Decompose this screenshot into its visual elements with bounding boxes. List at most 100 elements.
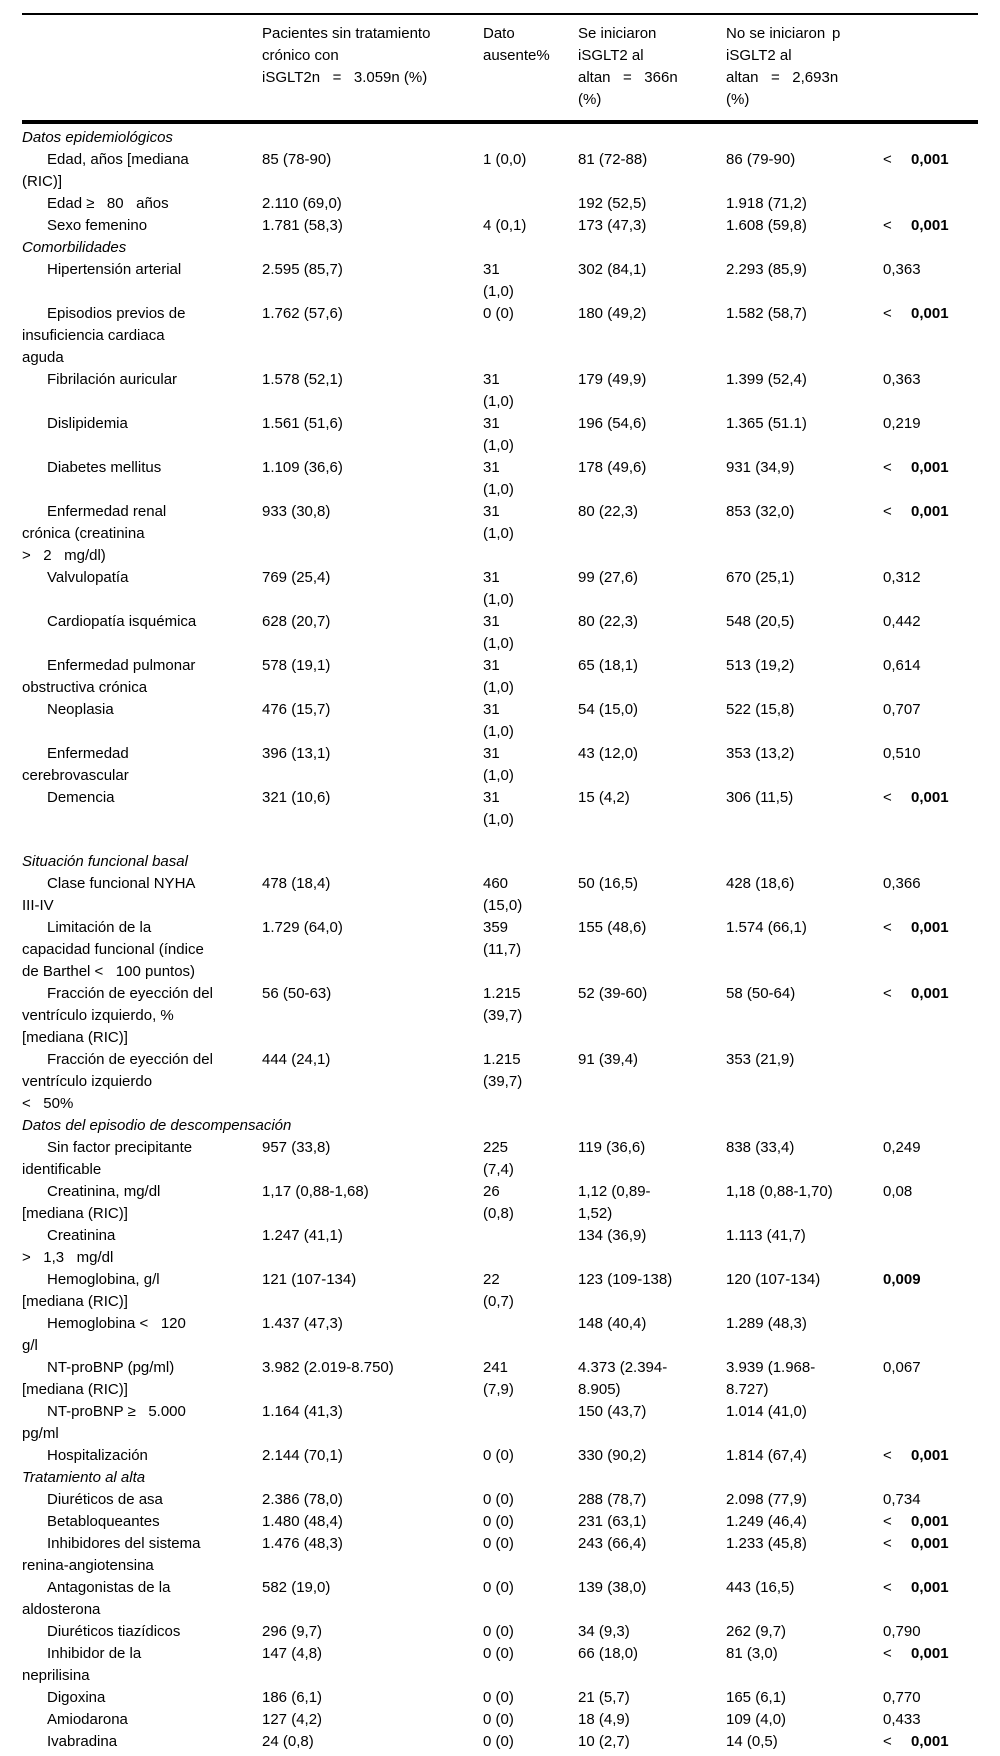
cell-initiated: 134 (36,9): [578, 1227, 647, 1244]
cell-initiated: 66 (18,0): [578, 1645, 639, 1662]
row-label: Dislipidemia: [47, 415, 128, 432]
cell-no-chronic: 296 (9,7): [262, 1623, 323, 1640]
header-initiated-isglt2: Se iniciaron iSGLT2 al altan = 366n (%): [578, 25, 678, 108]
p-less-than-sign: <: [883, 919, 892, 936]
table-row: Hospitalización 2.144 (70,1) 0 (0) 330 (90,…: [22, 1445, 978, 1467]
cell-p-value: 0,734: [832, 1489, 978, 1511]
cell-no-chronic: 578 (19,1): [262, 657, 331, 674]
row-label: Betabloqueantes: [47, 1513, 160, 1530]
cell-no-chronic: 933 (30,8): [262, 503, 331, 520]
p-number: 0,001: [911, 1579, 949, 1596]
table-row: Antagonistas de la aldosterona 582 (19,0)…: [22, 1577, 978, 1621]
table-row: Limitación de la capacidad funcional (ín…: [22, 917, 978, 983]
row-label: Diuréticos de asa: [47, 1491, 163, 1508]
cell-p-value: [832, 1401, 978, 1445]
cell-initiated: 52 (39-60): [578, 985, 648, 1002]
cell-initiated: 196 (54,6): [578, 415, 647, 432]
table-row: Amiodarona 127 (4,2) 0 (0) 18 (4,9) 109 (4,0…: [22, 1709, 978, 1731]
header-missing-data: Dato ausente%: [483, 25, 550, 64]
table-row: Hemoglobina < 120 g/l 1.437 (47,3) 148 (40…: [22, 1313, 978, 1357]
cell-p-value: 0,366: [832, 873, 978, 917]
p-number: 0,08: [883, 1183, 913, 1200]
table-row: Betabloqueantes 1.480 (48,4) 0 (0) 231 (63,…: [22, 1511, 978, 1533]
cell-initiated: 150 (43,7): [578, 1403, 647, 1420]
cell-no-chronic: 769 (25,4): [262, 569, 331, 586]
cell-not-initiated: 1.113 (41,7): [726, 1227, 806, 1244]
cell-missing: 31 (1,0): [483, 503, 514, 542]
table-header: Pacientes sin tratamiento crónico con iS…: [22, 15, 978, 124]
cell-missing: 0 (0): [483, 1645, 514, 1662]
cell-p-value: <0,001: [832, 1511, 978, 1533]
cell-not-initiated: 2.098 (77,9): [726, 1491, 807, 1508]
cell-p-value: 0,312: [832, 567, 978, 611]
cell-not-initiated: 165 (6,1): [726, 1689, 787, 1706]
table-row: Digoxina 186 (6,1) 0 (0) 21 (5,7) 165 (6,1) 0…: [22, 1687, 978, 1709]
cell-not-initiated: 1.814 (67,4): [726, 1447, 807, 1464]
cell-initiated: 4.373 (2.394- 8.905): [578, 1359, 668, 1398]
cell-not-initiated: 120 (107-134): [726, 1271, 821, 1288]
cell-no-chronic: 24 (0,8): [262, 1733, 314, 1750]
p-number: 0,614: [883, 657, 921, 674]
cell-not-initiated: 1.574 (66,1): [726, 919, 807, 936]
cell-initiated: 15 (4,2): [578, 789, 630, 806]
cell-not-initiated: 109 (4,0): [726, 1711, 787, 1728]
cell-not-initiated: 353 (21,9): [726, 1051, 795, 1068]
cell-not-initiated: 86 (79-90): [726, 151, 796, 168]
cell-missing: 0 (0): [483, 1689, 514, 1706]
cell-not-initiated: 81 (3,0): [726, 1645, 778, 1662]
cell-no-chronic: 147 (4,8): [262, 1645, 323, 1662]
cell-missing: 0 (0): [483, 1733, 514, 1750]
p-number: 0,001: [911, 789, 949, 806]
row-label: Amiodarona: [47, 1711, 128, 1728]
section-row: Comorbilidades: [22, 237, 978, 259]
cell-no-chronic: 321 (10,6): [262, 789, 331, 806]
row-label: Hipertensión arterial: [47, 261, 182, 278]
row-label: Inhibidores del sistema renina-angiotens…: [22, 1535, 201, 1574]
row-label: Hemoglobina, g/l [mediana (RIC)]: [22, 1271, 160, 1310]
cell-p-value: <0,001: [832, 215, 978, 237]
header-no-chronic-isglt2: Pacientes sin tratamiento crónico con iS…: [262, 25, 431, 86]
cell-missing: 31 (1,0): [483, 745, 514, 784]
cell-initiated: 192 (52,5): [578, 195, 647, 212]
cell-no-chronic: 1.247 (41,1): [262, 1227, 343, 1244]
cell-p-value: <0,001: [832, 1643, 978, 1687]
table-row: Neoplasia 476 (15,7) 31 (1,0) 54 (15,0) 522 …: [22, 699, 978, 743]
row-label: Diabetes mellitus: [47, 459, 162, 476]
p-less-than-sign: <: [883, 305, 892, 322]
cell-p-value: 0,442: [832, 611, 978, 655]
cell-no-chronic: 2.386 (78,0): [262, 1491, 343, 1508]
cell-p-value: [832, 1225, 978, 1269]
table-row: Creatinina > 1,3 mg/dl 1.247 (41,1) 134 (3…: [22, 1225, 978, 1269]
cell-missing: 31 (1,0): [483, 415, 514, 454]
row-label: Edad ≥ 80 años: [47, 195, 169, 212]
cell-missing: 31 (1,0): [483, 701, 514, 740]
cell-p-value: <0,001: [832, 149, 978, 193]
cell-initiated: 139 (38,0): [578, 1579, 647, 1596]
header-label: [22, 23, 262, 111]
table-row: Cardiopatía isquémica 628 (20,7) 31 (1,0) 8…: [22, 611, 978, 655]
cell-missing: 4 (0,1): [483, 217, 527, 234]
table-row: Fibrilación auricular 1.578 (52,1) 31 (1,0…: [22, 369, 978, 413]
p-number: 0,001: [911, 919, 949, 936]
cell-p-value: 0,067: [832, 1357, 978, 1401]
cell-initiated: 99 (27,6): [578, 569, 639, 586]
cell-no-chronic: 957 (33,8): [262, 1139, 331, 1156]
cell-not-initiated: 1.014 (41,0): [726, 1403, 807, 1420]
cell-not-initiated: 3.939 (1.968- 8.727): [726, 1359, 816, 1398]
table-row: NT-proBNP (pg/ml) [mediana (RIC)] 3.982 (…: [22, 1357, 978, 1401]
table-row: Hipertensión arterial 2.595 (85,7) 31 (1,0…: [22, 259, 978, 303]
cell-p-value: 0,510: [832, 743, 978, 787]
cell-initiated: 81 (72-88): [578, 151, 648, 168]
cell-missing: 225 (7,4): [483, 1139, 514, 1178]
cell-initiated: 123 (109-138): [578, 1271, 673, 1288]
row-label: Edad, años [mediana (RIC)]: [22, 151, 189, 190]
cell-missing: 1.215 (39,7): [483, 1051, 523, 1090]
table-row: Fracción de eyección del ventrículo izqu…: [22, 983, 978, 1049]
p-number: 0,363: [883, 261, 921, 278]
cell-initiated: 34 (9,3): [578, 1623, 630, 1640]
cell-not-initiated: 58 (50-64): [726, 985, 796, 1002]
cell-p-value: <0,001: [832, 457, 978, 501]
row-label: Hemoglobina < 120 g/l: [22, 1315, 186, 1354]
p-number: 0,312: [883, 569, 921, 586]
p-number: 0,001: [911, 217, 949, 234]
